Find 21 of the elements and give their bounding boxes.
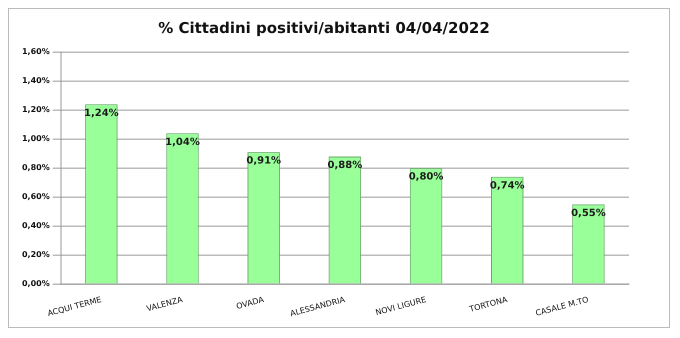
y-tick-label: 1,20% — [22, 105, 50, 114]
data-label: 0,91% — [246, 156, 282, 167]
y-tick-label: 0,40% — [22, 221, 50, 230]
x-tick-label: CASALE M.TO — [534, 295, 590, 318]
chart-title: % Cittadini positivi/abitanti 04/04/2022 — [158, 18, 490, 37]
y-tick-label: 1,60% — [22, 47, 50, 56]
x-tick-label: ACQUI TERME — [46, 295, 102, 318]
x-tick-label: NOVI LIGURE — [374, 295, 428, 318]
data-label: 1,04% — [165, 136, 200, 148]
x-tick-label: OVADA — [235, 294, 266, 312]
y-tick-label: 0,80% — [22, 163, 50, 172]
data-label: 0,88% — [328, 160, 362, 172]
y-tick-label: 1,40% — [22, 76, 50, 86]
y-tick-label: 0,60% — [22, 192, 50, 202]
data-label: 0,55% — [571, 208, 606, 219]
y-tick-label: 0,20% — [22, 250, 50, 260]
data-label: 0,80% — [408, 172, 444, 183]
data-label: 0,74% — [490, 180, 525, 192]
y-tick-label: 0,00% — [22, 279, 50, 288]
y-tick-label: 1,00% — [22, 134, 50, 144]
data-label: 1,24% — [84, 108, 119, 119]
